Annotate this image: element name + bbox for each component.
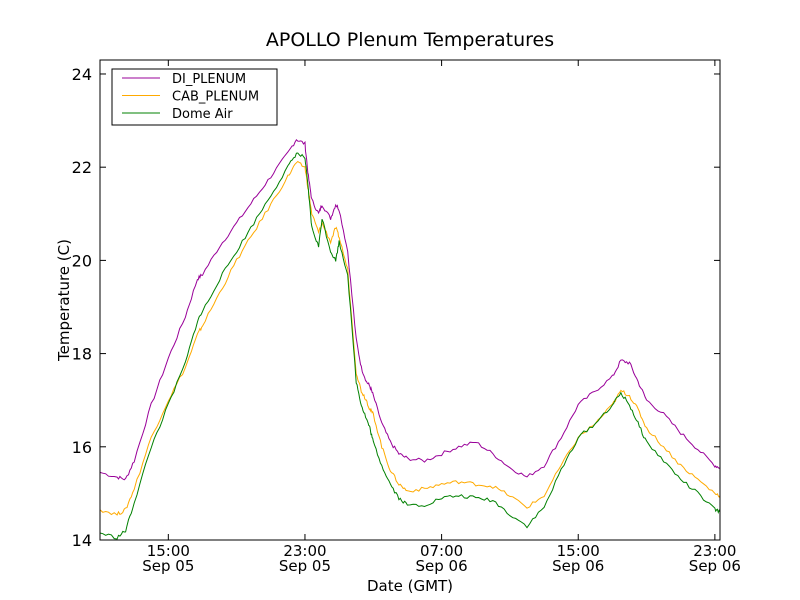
x-axis-label: Date (GMT) <box>367 577 453 595</box>
y-tick-label: 18 <box>72 345 92 364</box>
x-tick-label-time: 23:00 <box>283 542 326 560</box>
y-tick-label: 24 <box>72 65 92 84</box>
x-tick-label-date: Sep 06 <box>689 557 741 575</box>
series-layer <box>99 139 721 540</box>
x-tick-label-time: 23:00 <box>693 542 736 560</box>
legend-label: DI_PLENUM <box>172 72 246 87</box>
legend-label: Dome Air <box>172 107 233 122</box>
x-tick-label-time: 15:00 <box>147 542 190 560</box>
x-tick-label-time: 15:00 <box>557 542 600 560</box>
series-line-cab-plenum <box>99 160 721 516</box>
x-tick-label-date: Sep 05 <box>279 557 331 575</box>
legend-label: CAB_PLENUM <box>172 90 259 105</box>
series-line-dome-air <box>99 152 721 540</box>
y-tick-label: 20 <box>72 251 92 270</box>
x-tick-label-date: Sep 06 <box>416 557 468 575</box>
x-tick-label-time: 07:00 <box>420 542 463 560</box>
y-axis-label: Temperature (C) <box>55 239 73 362</box>
legend: DI_PLENUM CAB_PLENUM Dome Air <box>111 68 278 126</box>
series-line-di-plenum <box>99 139 721 481</box>
x-tick-label-date: Sep 06 <box>552 557 604 575</box>
y-tick-label: 16 <box>72 438 92 457</box>
y-tick-label: 22 <box>72 158 92 177</box>
chart-title: APOLLO Plenum Temperatures <box>266 29 554 51</box>
y-tick-label: 14 <box>72 531 92 550</box>
plot-frame <box>99 59 721 541</box>
x-tick-label-date: Sep 05 <box>142 557 194 575</box>
